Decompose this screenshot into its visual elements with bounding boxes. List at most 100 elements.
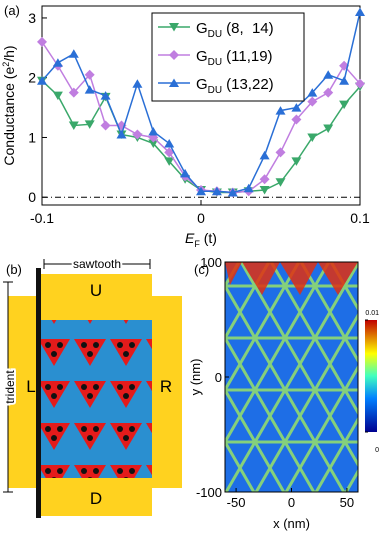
data-point [243,183,254,193]
data-point [164,147,175,158]
top-label: sawtooth [73,257,121,271]
y-tick-label: 0 [28,189,36,205]
y-tick-label: 1 [28,129,36,145]
x-axis-label-part: (t) [200,230,217,246]
data-point [68,87,79,98]
data-point [275,178,286,187]
data-point [100,120,111,131]
y-tick-label: 2 [28,70,36,86]
y-tick-label: -100 [196,485,222,500]
panel-label: (b) [6,262,22,277]
data-point [339,100,350,110]
legend-label-part: (11,19) [226,48,272,65]
lead-label: R [160,377,172,396]
data-point [84,85,95,94]
legend-marker [169,23,179,32]
legend-label-part: (8, 14) [226,20,274,37]
data-point [52,58,63,67]
data-point [307,133,318,142]
data-point [291,103,302,112]
data-point [323,87,334,98]
data-point [52,91,63,101]
data-point [68,121,79,131]
x-tick-label: 0 [288,495,295,510]
data-point [84,69,95,80]
x-axis-label: x (nm) [273,516,310,531]
data-point [355,7,365,16]
lead-right [150,296,182,488]
x-tick-label: 0 [197,210,205,226]
lead-label: L [26,377,35,396]
lead-label: D [90,489,102,508]
data-point [132,129,143,140]
x-axis-label: EF (t) [185,230,217,249]
data-point [37,76,47,85]
legend-marker [169,50,179,60]
data-point [164,157,175,166]
legend-label-part: G [196,20,208,37]
data-point [307,96,318,107]
panel-label: (a) [4,3,20,18]
data-point [275,106,286,115]
legend-marker [169,78,179,87]
data-point [100,91,111,100]
legend-label-part: DU [208,57,222,68]
x-tick-label: -0.1 [30,210,54,226]
data-point [148,139,159,148]
heatmap-hot [225,262,358,295]
data-point [323,124,334,134]
x-tick-label: -50 [227,495,246,510]
legend-label: GDU (11,19) [196,48,273,68]
data-point [259,174,270,185]
x-axis-label-part: F [194,239,200,249]
x-tick-label: 50 [340,495,354,510]
lead-up [40,274,152,322]
data-point [211,186,222,196]
data-point [259,150,270,160]
legend-label-part: G [196,48,208,65]
heatmap-image [225,262,377,492]
data-point [227,187,238,197]
y-axis-label-part: Conductance (e [1,67,17,166]
data-point [339,76,350,85]
data-point [291,157,302,166]
data-point [148,126,159,136]
lattice [40,320,152,478]
x-axis-label-part: E [185,230,195,246]
legend-label-part: DU [208,85,222,96]
data-point [291,114,302,125]
data-point [196,186,206,196]
device-diagram: (b) sawtooth trident U D L R [1,255,182,518]
colorbar [365,320,377,432]
y-axis-label: y (nm) [188,359,203,396]
data-point [275,147,286,158]
data-point [355,78,365,89]
data-point [323,70,334,79]
y-axis-label-part: /h) [1,45,17,61]
y-axis-label-part: 2 [1,62,11,67]
x-tick-label: 0.1 [350,210,370,226]
y-tick-label: 3 [28,10,36,26]
side-label: trident [3,370,17,404]
y-tick-label: 100 [200,255,222,270]
data-point [164,138,175,148]
colorbar-tick-label: 0.01 [365,310,379,317]
data-point [116,129,127,139]
data-point [84,120,95,129]
data-point [132,79,143,88]
lead-label: U [90,281,102,300]
legend-label-part: DU [208,29,222,40]
data-point [259,186,270,195]
legend-label-part: G [196,76,208,93]
edge [36,268,41,518]
data-point [180,168,191,178]
data-point [307,88,318,97]
heatmap-pattern [225,262,358,492]
lead-down [40,478,152,516]
data-point [37,36,47,47]
legend-label-part: (13,22) [226,76,274,93]
legend-label: GDU (8, 14) [196,20,274,40]
panel-label: (c) [194,262,209,277]
data-point [68,49,79,58]
